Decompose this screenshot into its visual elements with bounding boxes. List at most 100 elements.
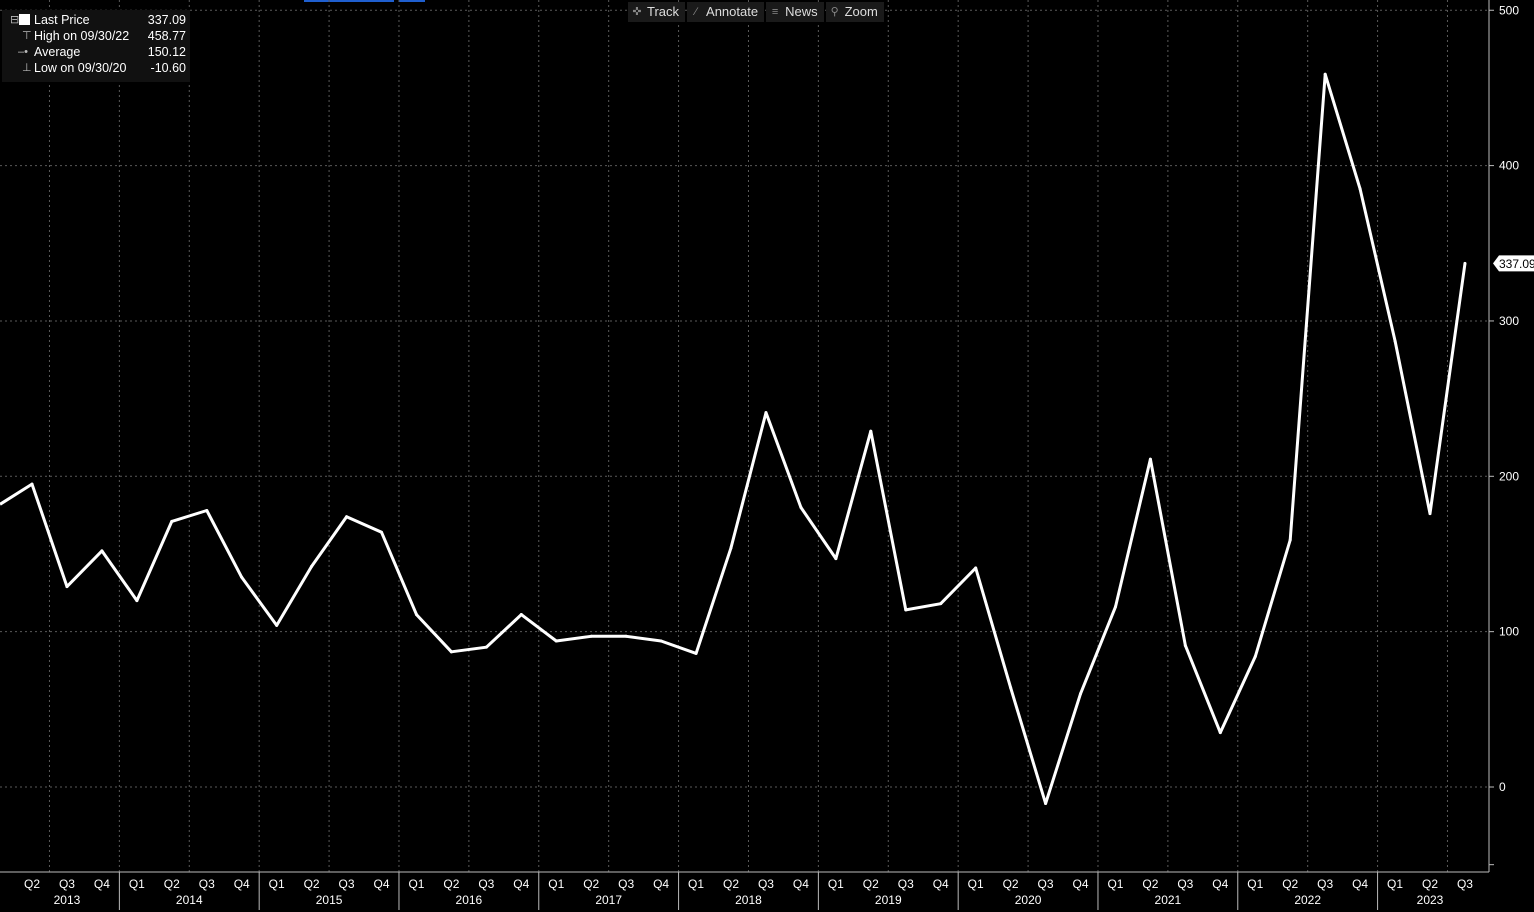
data-point [414,613,418,617]
year-label: 2023 [1417,893,1444,907]
legend-avg-value: 150.12 [147,45,186,59]
year-label: 2022 [1294,893,1321,907]
x-tick-label: Q4 [1352,877,1368,891]
data-point [1218,731,1222,735]
x-tick-label: Q1 [1247,877,1263,891]
year-label: 2019 [875,893,902,907]
legend-low-value: -10.60 [150,61,186,75]
crosshair-icon: ✜ [632,6,642,18]
data-point [554,639,558,643]
data-points [30,72,1467,805]
x-tick-label: Q2 [1003,877,1019,891]
x-tick-label: Q4 [933,877,949,891]
data-point [1113,605,1117,609]
x-tick-label: Q1 [828,877,844,891]
x-tick-label: Q2 [723,877,739,891]
last-price-swatch [19,14,30,25]
annotate-button[interactable]: ∕ Annotate [687,2,765,22]
y-tick-label: 300 [1499,314,1519,328]
x-tick-label: Q2 [1282,877,1298,891]
collapse-icon[interactable]: ⊟ [10,14,20,26]
news-button[interactable]: ≡ News [766,2,824,22]
year-label: 2018 [735,893,762,907]
x-tick-label: Q2 [24,877,40,891]
x-tick-label: Q4 [793,877,809,891]
data-point [624,634,628,638]
annotate-label: Annotate [706,4,759,19]
track-label: Track [647,4,680,19]
legend-last-value: 337.09 [147,13,186,27]
data-point [869,429,873,433]
x-tick-label: Q4 [1072,877,1088,891]
x-tick-label: Q1 [269,877,285,891]
data-point [1079,692,1082,696]
list-icon: ≡ [771,6,779,18]
x-tick-label: Q1 [968,877,984,891]
legend-low-label: Low on 09/30/20 [34,61,127,75]
data-point [275,623,279,627]
data-point [589,634,593,638]
data-point [30,482,34,486]
x-tick-label: Q1 [408,877,424,891]
x-tick-label: Q1 [548,877,564,891]
pencil-icon: ∕ [695,6,697,18]
x-tick-label: Q2 [443,877,459,891]
x-tick-label: Q3 [478,877,494,891]
data-point [484,645,488,649]
data-point [904,608,908,612]
zoom-button[interactable]: ⚲ Zoom [825,2,884,22]
x-tick-label: Q4 [373,877,389,891]
last-price-tag: 337.09 [1493,255,1534,272]
x-tick-label: Q3 [59,877,75,891]
data-point [205,508,209,512]
y-tick-label: 200 [1499,469,1519,483]
data-point [519,613,523,617]
data-point [345,515,349,519]
data-point [1148,457,1152,461]
data-point [729,546,733,550]
data-point [1253,655,1257,659]
data-point [1358,187,1362,191]
x-tick-label: Q2 [583,877,599,891]
data-point [100,549,104,553]
magnifier-icon: ⚲ [830,6,839,18]
data-point [1183,644,1187,648]
x-tick-label: Q3 [1038,877,1054,891]
legend-panel[interactable]: ⊟ Last Price 337.09 ⊤ High on 09/30/22 4… [2,10,190,82]
top-accent-bar-2 [399,0,425,2]
x-tick-label: Q2 [1422,877,1438,891]
legend-avg-label: Average [34,45,81,59]
data-point [380,530,383,534]
zoom-label: Zoom [844,4,878,19]
vertical-gridlines [48,0,1448,872]
x-tick-label: Q4 [513,877,529,891]
legend-high: High on 09/30/22 458.77 [34,28,186,44]
x-tick-label: Q1 [129,877,145,891]
series-line [0,72,1467,805]
last-price-tag-label: 337.09 [1499,257,1534,271]
low-marker-icon: ⊥ [22,62,32,74]
x-tick-label: Q3 [1177,877,1193,891]
high-marker-icon: ⊤ [22,30,32,42]
track-button[interactable]: ✜ Track [628,2,686,22]
y-axis-ticks: 0 100 200 300 400 500 [1489,3,1519,866]
legend-high-label: High on 09/30/22 [34,29,130,43]
x-tick-label: Q3 [618,877,634,891]
x-tick-label: Q2 [863,877,879,891]
data-point [1323,72,1327,76]
last-price-tag-box [1493,255,1534,272]
year-label: 2021 [1155,893,1182,907]
legend-high-value: 458.77 [147,29,186,43]
x-tick-label: Q3 [339,877,355,891]
data-point [170,519,174,523]
year-label: 2016 [456,893,483,907]
data-point [694,651,698,655]
data-point [240,575,244,579]
x-tick-label: Q4 [94,877,110,891]
news-label: News [785,4,818,19]
data-point [449,650,453,654]
year-labels: 2013 2014 2015 2016 2017 2018 2019 2020 2021 2022… [54,872,1444,910]
legend-last-price: Last Price 337.09 [34,12,186,28]
x-tick-label: Q2 [1142,877,1158,891]
